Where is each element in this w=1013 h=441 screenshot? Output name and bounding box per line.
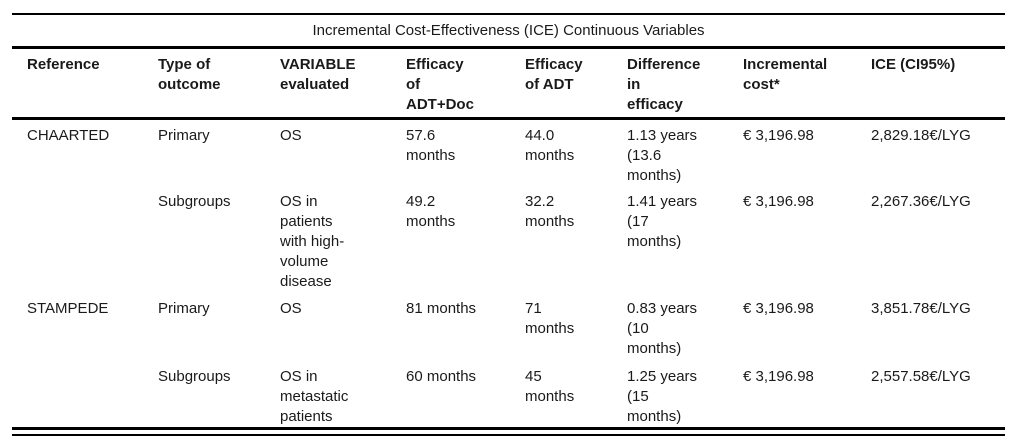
cell-type-of-outcome: Subgroups xyxy=(158,193,231,210)
bottom-rule xyxy=(12,434,1005,436)
cell-efficacy-adt: 71 months xyxy=(525,300,575,337)
cell-type-of-outcome: Primary xyxy=(158,300,210,317)
cell-variable-evaluated: OS xyxy=(280,127,302,144)
ice-table: Incremental Cost-Effectiveness (ICE) Con… xyxy=(12,13,1005,436)
column-header-variable-evaluated: VARIABLE evaluated xyxy=(280,49,406,120)
cell-type-of-outcome: Subgroups xyxy=(158,361,280,430)
cell-reference xyxy=(12,186,158,293)
cell-efficacy-adt-doc: 81 months xyxy=(406,300,477,317)
cell-reference: STAMPEDE xyxy=(27,300,109,317)
cell-difference-in-efficacy: 0.83 years (10 months) xyxy=(627,300,698,357)
column-header-efficacy-adt: Efficacy of ADT xyxy=(525,49,627,120)
cell-ice: 2,557.58€/LYG xyxy=(871,361,1005,430)
cell-efficacy-adt: 45 months xyxy=(525,361,627,430)
cell-variable-evaluated: OS in metastatic patients xyxy=(280,361,406,430)
cell-efficacy-adt-doc: 57.6 months xyxy=(406,127,456,164)
column-header-difference-in-efficacy: Difference in efficacy xyxy=(627,49,743,120)
column-header-reference: Reference xyxy=(12,49,158,120)
cell-reference xyxy=(12,361,158,430)
cell-incremental-cost: € 3,196.98 xyxy=(743,193,814,210)
table-row: Subgroups OS in patients with high- volu… xyxy=(12,186,1005,293)
cell-ice: 2,829.18€/LYG xyxy=(871,127,971,144)
cell-type-of-outcome: Primary xyxy=(158,127,210,144)
cell-difference-in-efficacy: 1.25 years (15 months) xyxy=(627,361,743,430)
column-header-ice-ci95: ICE (CI95%) xyxy=(871,49,1005,120)
table-row: CHAARTED Primary OS 57.6 months 44.0 mon… xyxy=(12,119,1005,187)
cell-difference-in-efficacy: 1.41 years (17 months) xyxy=(627,193,698,250)
cell-incremental-cost: € 3,196.98 xyxy=(743,127,814,144)
cell-incremental-cost: € 3,196.98 xyxy=(743,361,871,430)
cell-reference: CHAARTED xyxy=(27,127,110,144)
table-row: Subgroups OS in metastatic patients 60 m… xyxy=(12,361,1005,430)
cell-efficacy-adt-doc: 49.2 months xyxy=(406,193,456,230)
cell-efficacy-adt-doc: 60 months xyxy=(406,361,525,430)
table-row: STAMPEDE Primary OS 81 months 71 months … xyxy=(12,293,1005,361)
cell-efficacy-adt: 32.2 months xyxy=(525,193,575,230)
cell-difference-in-efficacy: 1.13 years (13.6 months) xyxy=(627,127,698,184)
table-title: Incremental Cost-Effectiveness (ICE) Con… xyxy=(12,13,1005,49)
column-header-type-of-outcome: Type of outcome xyxy=(158,49,280,120)
column-header-incremental-cost: Incremental cost* xyxy=(743,49,871,120)
cell-ice: 3,851.78€/LYG xyxy=(871,300,971,317)
column-header-efficacy-adt-doc: Efficacy of ADT+Doc xyxy=(406,49,525,120)
cell-variable-evaluated: OS xyxy=(280,300,302,317)
cell-efficacy-adt: 44.0 months xyxy=(525,127,575,164)
cell-incremental-cost: € 3,196.98 xyxy=(743,300,814,317)
data-table: Reference Type of outcome VARIABLE evalu… xyxy=(12,49,1005,430)
cell-variable-evaluated: OS in patients with high- volume disease xyxy=(280,193,345,290)
cell-ice: 2,267.36€/LYG xyxy=(871,193,971,210)
header-row: Reference Type of outcome VARIABLE evalu… xyxy=(12,49,1005,120)
